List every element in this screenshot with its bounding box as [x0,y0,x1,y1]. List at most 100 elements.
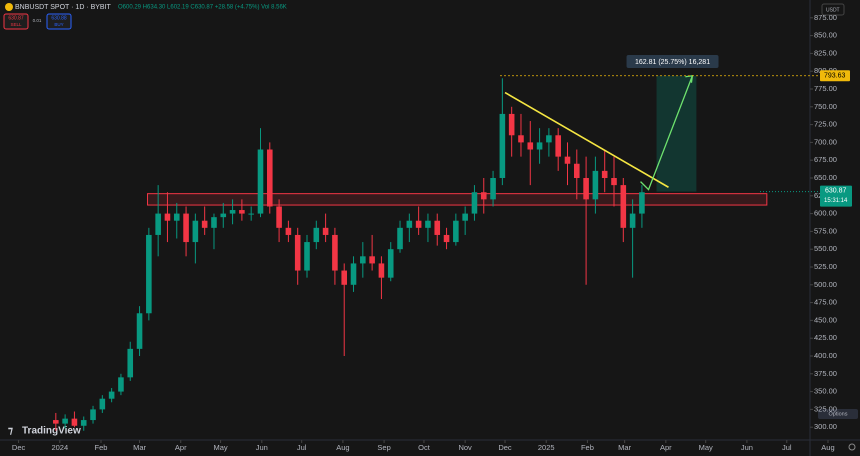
candle-body [118,377,124,392]
x-tick-label: Jul [297,443,307,452]
target-label: 793.63 [824,73,846,80]
x-tick-label: Aug [821,443,834,452]
symbol-icon [5,3,13,11]
symbol-title: BNBUSDT SPOT · 1D · BYBIT [15,4,112,11]
candle-body [583,177,589,200]
candle-body [136,313,143,349]
x-tick-label: Mar [133,443,146,452]
candle-body [201,220,208,228]
ohlc: O600.29 H634.30 L602.19 C630.87 +28.58 (… [118,5,287,11]
x-tick-label: Jul [782,443,792,452]
candle-body [443,234,450,243]
x-tick-label: May [214,443,228,452]
candle-body [90,409,96,421]
measure-box [656,75,697,192]
candle-body [322,227,329,235]
y-tick-label: 525.00 [814,262,837,271]
x-tick-label: Sep [377,443,390,452]
y-tick-label: 375.00 [814,369,837,378]
candle-body [415,220,422,228]
x-tick-label: Feb [95,443,108,452]
candle-body [276,206,282,228]
candle-body [434,220,441,235]
x-tick-label: May [699,443,713,452]
candle-body [341,270,348,285]
candle-body [350,263,357,285]
candle-body [564,156,571,164]
y-tick-label: 775.00 [814,84,837,93]
candle-body [360,256,366,264]
candle-body [508,113,515,136]
candle-body [146,234,152,314]
candle-body [518,135,524,143]
candle-body [592,170,599,200]
candle-body [490,177,496,200]
candle-body [462,213,468,221]
candle-body [155,213,161,235]
y-tick-label: 750.00 [814,102,837,111]
candle-body [248,213,254,215]
y-tick-label: 600.00 [814,209,837,218]
candle-body [239,210,245,214]
candle-body [127,348,134,378]
candle-body [536,142,543,150]
support-zone [147,193,768,206]
x-tick-label: Apr [660,443,672,452]
y-tick-label: 425.00 [814,333,837,342]
candle-body [294,234,301,271]
candle-body [304,242,310,271]
y-tick-label: 700.00 [814,137,837,146]
candle-body [499,113,506,178]
y-tick-label: 850.00 [814,31,837,40]
candle-body [71,418,78,426]
candle-body [527,142,534,150]
candle-body [164,213,171,221]
candle-body [387,249,394,278]
candle-body [601,170,608,178]
candle-body [108,391,115,399]
y-tick-label: 825.00 [814,48,837,57]
x-tick-label: Feb [581,443,594,452]
buy-button[interactable] [46,13,72,30]
y-tick-label: 675.00 [814,155,837,164]
candle-body [183,213,189,243]
candle-body [453,220,459,243]
y-tick-label: 450.00 [814,315,837,324]
countdown: 15:31:14 [824,198,848,204]
x-tick-label: Jun [741,443,753,452]
candle-body [80,420,87,426]
candle-body [313,227,320,243]
x-tick-label: Oct [418,443,431,452]
candle-body [480,192,487,200]
currency: USDT [826,7,840,13]
x-tick-label: 2024 [51,443,68,452]
y-tick-label: 475.00 [814,298,837,307]
y-tick-label: 500.00 [814,280,837,289]
x-tick-label: Dec [498,443,512,452]
options-button[interactable] [818,409,858,419]
currency-select[interactable] [821,3,845,16]
sell-price: 630.87 [8,15,24,21]
candle-body [397,227,403,250]
candle-body [173,213,180,221]
x-tick-label: Jun [256,443,268,452]
candle-body [53,420,59,424]
last-price-label: 630.87 [825,187,847,194]
candle-body [99,398,106,410]
y-tick-label: 550.00 [814,244,837,253]
candle-body [629,213,636,228]
x-tick-label: Dec [12,443,26,452]
options: Options [829,411,848,417]
x-tick-label: Nov [458,443,472,452]
x-tick-label: 2025 [538,443,555,452]
candle-body [574,163,580,178]
candle-body [266,149,273,207]
last-price-tag [820,185,852,207]
candle-body [332,234,338,271]
settings-icon[interactable] [848,443,856,451]
x-tick-label: Apr [175,443,187,452]
candle-body [639,192,645,214]
sell-button[interactable] [3,13,29,30]
candle-body [406,220,413,228]
